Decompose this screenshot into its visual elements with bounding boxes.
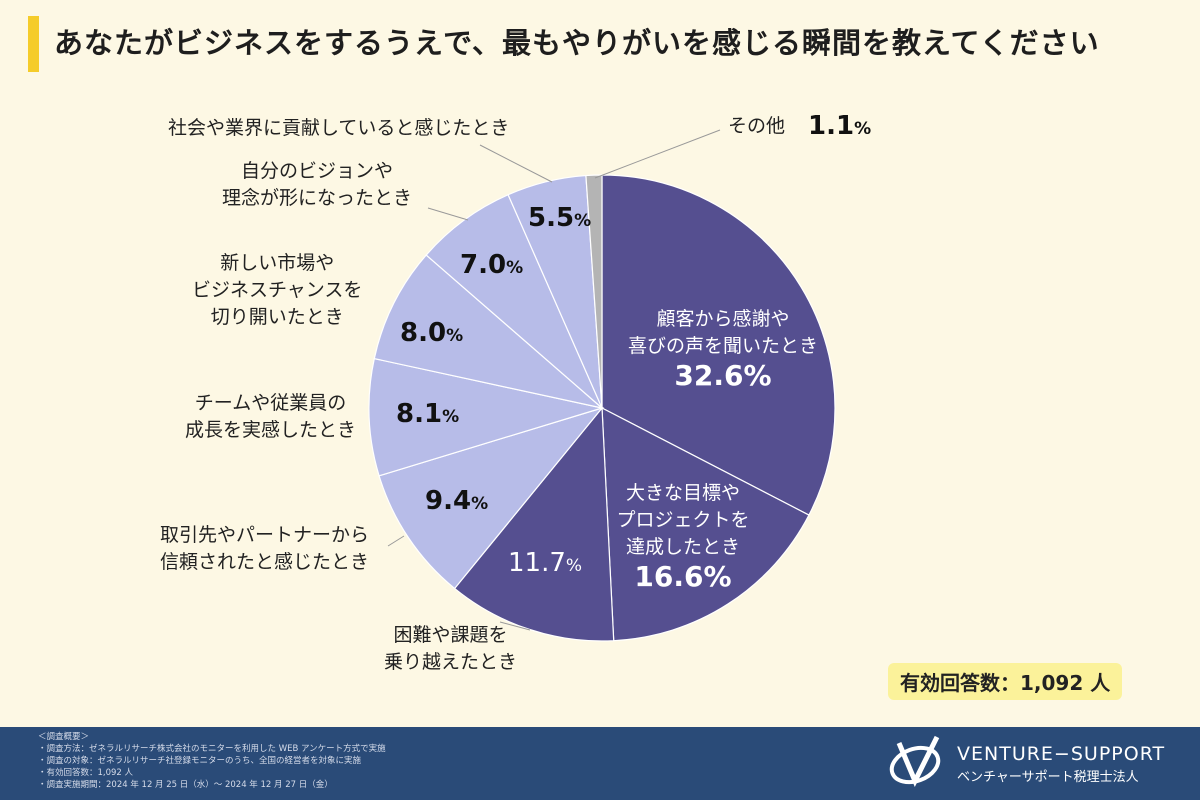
note-line: ＜調査概要＞ xyxy=(38,732,90,742)
label-line: 新しい市場や xyxy=(220,252,335,274)
slice-label-overcome: 困難や課題を 乗り越えたとき xyxy=(384,622,517,676)
note-line: ・有効回答数：1,092 人 xyxy=(38,768,134,778)
leader-line xyxy=(479,144,553,183)
pie-slice-6 xyxy=(425,193,603,409)
label-line: 理念が形になったとき xyxy=(222,187,413,209)
slice-label-customer: 顧客から感謝や 喜びの声を聞いたとき 32.6% xyxy=(618,306,828,392)
label-line: 自分のビジョンや xyxy=(241,160,394,182)
pct-sign: % xyxy=(446,326,464,346)
label-line: 達成したとき xyxy=(625,536,740,558)
pct-new-market: 8.0% xyxy=(400,318,463,348)
pie-slice-4 xyxy=(368,357,605,477)
slice-label-new-market: 新しい市場やビジネスチャンスを 切り開いたとき xyxy=(192,250,362,331)
pct-value: 7.0 xyxy=(460,250,507,280)
slice-label-vision: 自分のビジョンや 理念が形になったとき xyxy=(222,158,412,212)
pct-other: 1.1% xyxy=(808,111,871,141)
label-line: 乗り越えたとき xyxy=(384,651,518,673)
pct-vision: 7.0% xyxy=(460,250,523,280)
slice-label-trust: 取引先やパートナーから 信頼されたと感じたとき xyxy=(160,522,369,576)
pct-overcome: 11.7% xyxy=(508,548,582,578)
slice-label-other: その他 xyxy=(728,115,786,137)
pct-contribution: 5.5% xyxy=(528,203,591,233)
pct-customer: 32.6% xyxy=(674,359,772,392)
pct-sign: % xyxy=(471,494,489,514)
note-line: ・調査方法：ゼネラルリサーチ株式会社のモニターを利用した WEB アンケート方式… xyxy=(38,744,386,754)
pct-value: 8.1 xyxy=(396,399,443,429)
pct-team: 8.1% xyxy=(396,399,459,429)
leader-line xyxy=(594,129,721,179)
slice-label-goal: 大きな目標や プロジェクトを 達成したとき 16.6% xyxy=(598,480,768,593)
pie-chart xyxy=(368,129,836,642)
pie-slice-5 xyxy=(373,254,603,409)
label-line: 切り開いたとき xyxy=(210,306,344,328)
survey-notes: ＜調査概要＞ ・調査方法：ゼネラルリサーチ株式会社のモニターを利用した WEB … xyxy=(38,731,386,791)
pct-sign: % xyxy=(442,407,460,427)
pct-goal: 16.6% xyxy=(634,560,732,593)
note-line: ・調査の対象：ゼネラルリサーチ社登録モニターのうち、全国の経営者を対象に実施 xyxy=(38,756,362,766)
pct-trust: 9.4% xyxy=(425,486,488,516)
label-line: プロジェクトを xyxy=(616,509,750,531)
slice-label-contribution: 社会や業界に貢献していると感じたとき xyxy=(168,117,510,139)
label-line: 信頼されたと感じたとき xyxy=(160,551,370,573)
pct-sign: % xyxy=(565,556,583,576)
page-title: あなたがビジネスをするうえで、最もやりがいを感じる瞬間を教えてください xyxy=(54,26,1100,60)
brand-subtitle: ベンチャーサポート税理士法人 xyxy=(957,770,1139,785)
label-line: 喜びの声を聞いたとき xyxy=(627,335,818,357)
pie-slice-0 xyxy=(601,174,836,516)
pct-value: 5.5 xyxy=(528,203,575,233)
pct-sign: % xyxy=(574,211,592,231)
pie-slice-3 xyxy=(378,406,604,590)
footer: ＜調査概要＞ ・調査方法：ゼネラルリサーチ株式会社のモニターを利用した WEB … xyxy=(0,727,1200,800)
leader-line xyxy=(387,535,405,547)
brand-name: VENTURE−SUPPORT xyxy=(957,743,1166,765)
pie-slice-1 xyxy=(601,406,810,642)
note-line: ・調査実施期間：2024 年 12 月 25 日（水）～ 2024 年 12 月… xyxy=(38,780,333,790)
pct-sign: % xyxy=(854,119,872,139)
pct-sign: % xyxy=(506,258,524,278)
respondent-count-badge: 有効回答数：1,092 人 xyxy=(888,663,1123,700)
label-line: 困難や課題を xyxy=(393,624,508,646)
label-line: 取引先やパートナーから xyxy=(160,524,370,546)
label-line: 顧客から感謝や xyxy=(656,308,790,330)
label-line: 成長を実感したとき xyxy=(185,419,357,441)
pct-value: 1.1 xyxy=(808,111,855,141)
leader-line xyxy=(499,621,531,631)
title-accent-bar xyxy=(28,16,39,72)
pct-value: 11.7 xyxy=(508,548,566,578)
leader-line xyxy=(427,207,469,221)
venture-support-logo-icon xyxy=(889,735,941,787)
pct-value: 9.4 xyxy=(425,486,472,516)
label-line: チームや従業員の xyxy=(194,392,347,414)
pct-value: 8.0 xyxy=(400,318,447,348)
slice-label-team: チームや従業員の 成長を実感したとき xyxy=(185,390,356,444)
label-line: ビジネスチャンスを xyxy=(192,279,363,301)
label-line: 大きな目標や xyxy=(625,482,740,504)
